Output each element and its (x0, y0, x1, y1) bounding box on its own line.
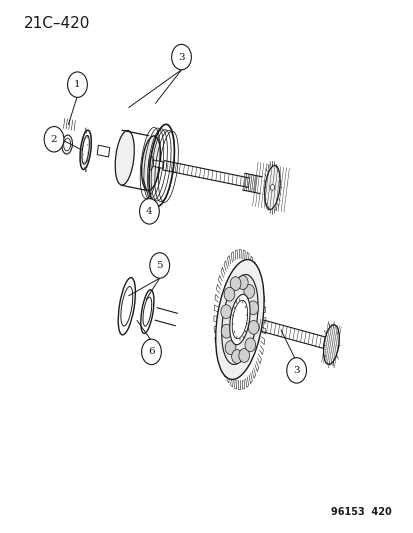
Ellipse shape (215, 260, 263, 379)
Circle shape (270, 184, 274, 190)
Ellipse shape (121, 287, 133, 326)
Ellipse shape (148, 156, 153, 170)
Circle shape (247, 301, 258, 314)
Circle shape (231, 350, 242, 364)
Text: 1: 1 (74, 80, 81, 89)
Circle shape (243, 285, 254, 298)
Ellipse shape (323, 325, 339, 365)
Circle shape (238, 349, 249, 362)
Ellipse shape (142, 297, 152, 326)
Circle shape (230, 277, 240, 290)
Ellipse shape (118, 278, 135, 335)
Ellipse shape (264, 165, 280, 209)
Circle shape (220, 305, 231, 319)
Ellipse shape (141, 136, 160, 190)
Text: 3: 3 (178, 53, 184, 62)
Ellipse shape (229, 294, 249, 345)
Bar (97, 145, 109, 157)
Text: 21C–420: 21C–420 (24, 16, 90, 31)
Circle shape (237, 276, 247, 289)
Text: 3: 3 (293, 366, 299, 375)
Text: 6: 6 (148, 348, 154, 357)
Circle shape (221, 324, 231, 338)
Text: 96153  420: 96153 420 (330, 507, 391, 517)
Circle shape (171, 44, 191, 70)
Circle shape (223, 287, 234, 301)
Circle shape (248, 320, 259, 334)
Text: 5: 5 (156, 261, 163, 270)
Text: 2: 2 (50, 135, 57, 144)
Circle shape (150, 253, 169, 278)
Bar (153, 160, 164, 168)
Ellipse shape (221, 274, 257, 365)
Circle shape (225, 341, 235, 354)
Circle shape (286, 358, 306, 383)
Circle shape (67, 72, 87, 98)
Ellipse shape (140, 290, 154, 334)
Circle shape (141, 339, 161, 365)
Text: 4: 4 (146, 207, 152, 216)
Circle shape (44, 126, 64, 152)
Circle shape (139, 199, 159, 224)
Circle shape (244, 338, 255, 352)
Ellipse shape (115, 131, 134, 185)
